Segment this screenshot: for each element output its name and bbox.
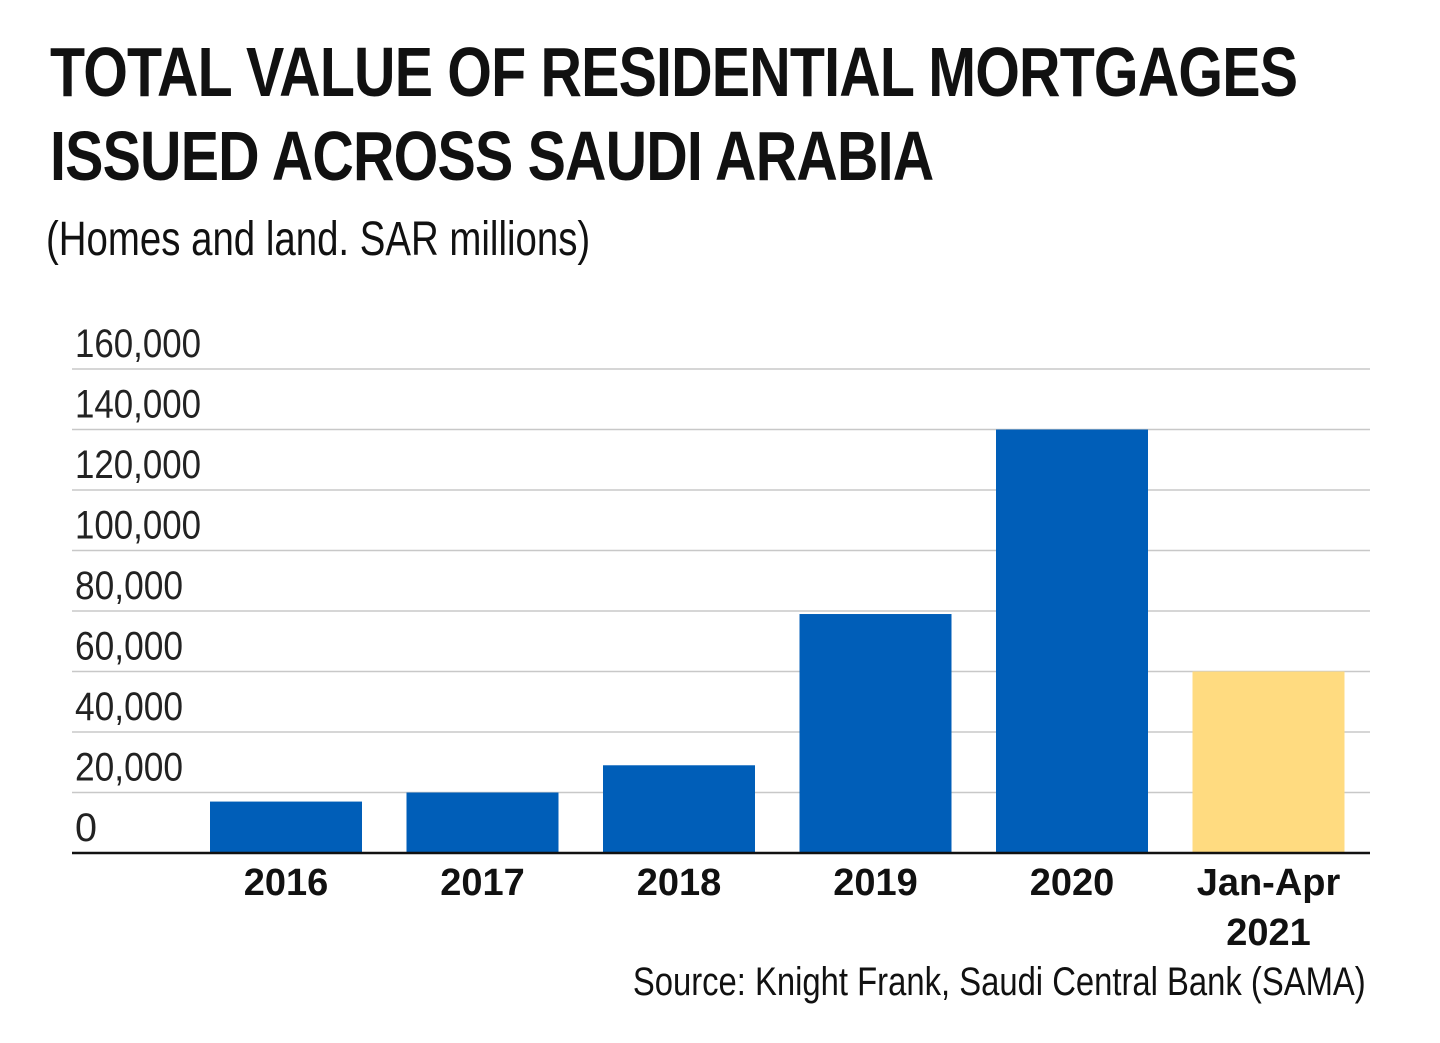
x-tick-label: 2021 xyxy=(1226,912,1311,954)
y-tick-label: 140,000 xyxy=(75,383,201,427)
y-tick-label: 120,000 xyxy=(75,443,201,487)
bar xyxy=(406,792,559,853)
x-tick-label: Jan-Apr xyxy=(1197,862,1341,904)
x-tick-label: 2020 xyxy=(1030,862,1115,904)
bar xyxy=(799,614,952,853)
y-tick-label: 100,000 xyxy=(75,504,201,548)
y-tick-label: 160,000 xyxy=(75,322,201,366)
bar xyxy=(1192,671,1345,853)
y-tick-label: 80,000 xyxy=(75,564,183,608)
chart-title-line-2: ISSUED ACROSS SAUDI ARABIA xyxy=(50,117,934,195)
chart-subtitle: (Homes and land. SAR millions) xyxy=(46,213,591,266)
source-note: Source: Knight Frank, Saudi Central Bank… xyxy=(633,960,1366,1004)
x-tick-label: 2017 xyxy=(440,862,525,904)
x-tick-label: 2016 xyxy=(244,862,329,904)
y-tick-label: 60,000 xyxy=(75,625,183,669)
y-tick-label: 0 xyxy=(75,806,97,850)
y-tick-label: 20,000 xyxy=(75,746,183,790)
chart-title-line-1: TOTAL VALUE OF RESIDENTIAL MORTGAGES xyxy=(50,33,1298,111)
x-tick-label: 2018 xyxy=(637,862,722,904)
bar xyxy=(996,429,1148,853)
chart-title: TOTAL VALUE OF RESIDENTIAL MORTGAGES ISS… xyxy=(50,30,1298,198)
y-tick-label: 40,000 xyxy=(75,685,183,729)
bar xyxy=(210,801,362,853)
x-tick-label: 2019 xyxy=(833,862,918,904)
bar xyxy=(603,765,755,853)
